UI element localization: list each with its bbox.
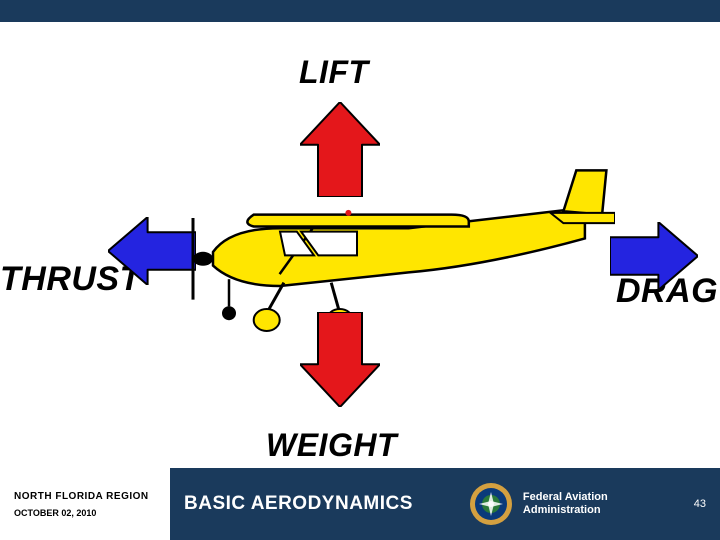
four-forces-diagram: LIFT THRUST DRAG WEIGHT <box>0 22 720 468</box>
agency-line2: Administration <box>523 504 601 516</box>
thrust-arrow <box>108 217 196 285</box>
slide-title: BASIC AERODYNAMICS <box>184 493 413 515</box>
footer-bar: BASIC AERODYNAMICS Federal Aviation Admi… <box>170 468 720 540</box>
faa-seal-icon <box>469 482 513 526</box>
airplane-icon <box>185 167 615 337</box>
slide-footer: NORTH FLORIDA REGION OCTOBER 02, 2010 BA… <box>0 468 720 540</box>
page-number: 43 <box>694 498 706 510</box>
lift-label: LIFT <box>299 54 369 91</box>
agency-line1: Federal Aviation <box>523 491 608 503</box>
agency-name: Federal Aviation Administration <box>523 491 608 517</box>
date-text: OCTOBER 02, 2010 <box>14 508 170 518</box>
header-bar <box>0 0 720 22</box>
weight-arrow <box>300 312 380 407</box>
weight-label: WEIGHT <box>266 427 397 464</box>
drag-arrow <box>610 222 698 290</box>
footer-meta: NORTH FLORIDA REGION OCTOBER 02, 2010 <box>0 468 170 540</box>
region-text: NORTH FLORIDA REGION <box>14 491 170 502</box>
